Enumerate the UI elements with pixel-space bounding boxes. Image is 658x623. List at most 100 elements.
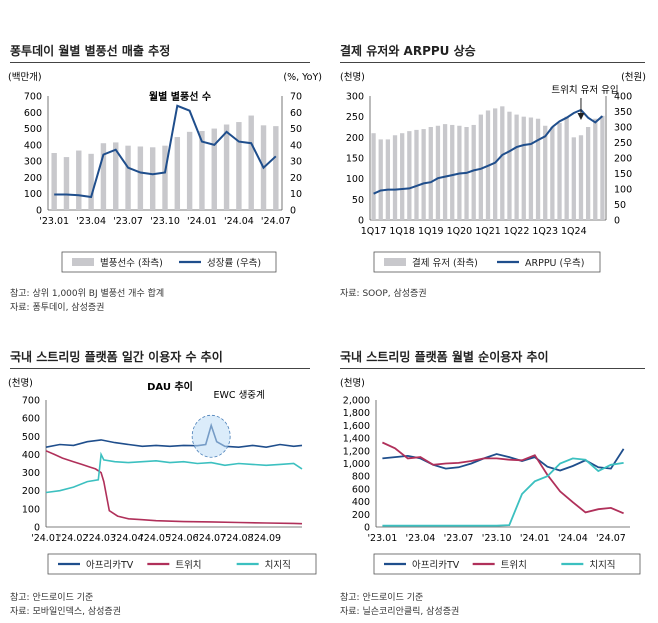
c4-ytick: 600 (352, 484, 370, 495)
c4-ytick: 0 (364, 523, 370, 534)
c1-xtick: '24.04 (224, 216, 254, 227)
c4-xtick: '23.04 (406, 533, 436, 544)
c3-line-1 (45, 450, 303, 525)
c1-ytick-left: 700 (24, 92, 42, 103)
c4-ytick: 2,000 (343, 396, 370, 407)
c2-bar (528, 117, 534, 220)
c3-ytick: 200 (22, 486, 40, 497)
chart4-note: 참고: 안드로이드 기준 (340, 593, 424, 603)
c2-xtick: 1Q18 (389, 226, 415, 237)
c2-bar (478, 114, 483, 220)
c3-xtick: '24.09 (251, 533, 281, 544)
c2-ytick-right: 50 (614, 200, 626, 211)
c2-ytick-right: 400 (614, 92, 632, 103)
c4-line-0 (382, 448, 625, 472)
c3-legend-label-0: 아프리카TV (86, 560, 134, 571)
c2-bar (400, 133, 405, 220)
chart1-rule (10, 62, 310, 63)
c2-bar (378, 139, 383, 220)
c1-bar (137, 146, 144, 210)
c2-bar (571, 137, 576, 220)
c2-ytick-left: 0 (358, 216, 364, 227)
c2-ytick-right: 350 (614, 107, 632, 118)
c2-bar (564, 116, 569, 220)
c1-bar (174, 137, 181, 210)
c1-xtick: '23.10 (150, 216, 180, 227)
c1-ytick-right: 60 (290, 108, 302, 119)
c2-bar (500, 106, 505, 220)
c2-xtick: 1Q24 (561, 226, 587, 237)
c1-ytick-left: 200 (24, 173, 42, 184)
c3-xtick: '24.06 (169, 533, 199, 544)
c2-xtick: 1Q17 (361, 226, 387, 237)
c2-xtick: 1Q22 (504, 226, 530, 237)
c1-ytick-left: 300 (24, 157, 42, 168)
c1-ytick-left: 600 (24, 108, 42, 119)
c2-ylabel-right: (천원) (621, 72, 646, 83)
c1-bar (113, 142, 119, 210)
c1-bar (63, 157, 70, 210)
c2-legend-box (373, 251, 601, 273)
c1-xtick: '24.07 (261, 216, 291, 227)
c3-annotation-circle (191, 414, 231, 458)
chart1-title: 퐁투데이 월별 별풍선 매출 추정 (10, 44, 171, 58)
c1-bar (149, 147, 156, 210)
c4-ytick: 1,000 (343, 459, 370, 470)
c2-bar (521, 116, 526, 220)
c2-ytick-left: 200 (346, 133, 364, 144)
c2-bar (371, 133, 376, 220)
chart2: (천명) (천원) 0 50 100 150 200 250 300 0 50 100 150 200 25… (340, 72, 646, 273)
chart3: (천명) DAU 추이0100200300400500600700'24.01'2… (8, 378, 317, 575)
c1-ytick-left: 100 (24, 189, 42, 200)
c2-bar (421, 129, 426, 220)
c1-ytick-left: 0 (36, 206, 42, 217)
c4-ylabel: (천명) (340, 378, 365, 389)
c4-legend-label-2: 치지직 (589, 559, 615, 571)
c3-xtick: '24.08 (224, 533, 254, 544)
c2-bar (557, 122, 562, 220)
c2-xtick: 1Q23 (532, 226, 558, 237)
chart4-rule (340, 368, 645, 369)
c2-ytick-left: 50 (352, 195, 364, 206)
c3-ytick: 400 (22, 450, 40, 461)
c2-bar (385, 139, 391, 220)
c3-ytick: 500 (22, 432, 40, 443)
c1-bar (186, 131, 193, 210)
c2-legend-label-1: ARPPU (우측) (525, 258, 584, 269)
c3-xtick: '24.02 (59, 533, 89, 544)
c1-inner-title: 월별 별풍선 수 (149, 90, 211, 103)
chart3-note: 참고: 안드로이드 기준 (10, 593, 94, 603)
c2-ytick-left: 300 (346, 92, 364, 103)
c1-ytick-right: 30 (290, 157, 302, 168)
c3-xtick: '24.01 (31, 533, 61, 544)
c3-inner-title: DAU 추이 (147, 380, 193, 393)
c2-ytick-right: 100 (614, 185, 632, 196)
c2-ytick-right: 0 (614, 216, 620, 227)
c3-line-2 (45, 451, 303, 494)
c2-bar (493, 108, 498, 220)
c1-bar (162, 145, 168, 210)
c1-legend-swatch-0 (72, 258, 94, 266)
c3-legend-box (47, 553, 317, 575)
c2-ytick-left: 250 (346, 112, 364, 123)
c2-bar (507, 111, 512, 220)
c1-legend-label-1: 성장률 (우측) (207, 258, 261, 269)
c1-legend-box (61, 251, 277, 273)
c3-ytick: 100 (22, 504, 40, 515)
c2-bar (585, 127, 591, 220)
c2-bar (435, 125, 441, 220)
chart3-rule (10, 368, 310, 369)
c2-annotation: 트위치 유저 유입 (551, 84, 618, 96)
c4-xtick: '23.01 (367, 533, 397, 544)
c2-bar (514, 114, 519, 220)
c4-line-2 (382, 457, 624, 527)
c2-bar (471, 124, 476, 220)
c1-xtick: '23.07 (113, 216, 143, 227)
c1-xtick: '24.01 (187, 216, 217, 227)
c1-ylabel-left: (백만개) (8, 72, 42, 83)
c1-bar (199, 131, 205, 210)
c2-bar (578, 135, 584, 220)
c2-bar (407, 131, 412, 220)
c3-annotation: EWC 생중계 (214, 389, 265, 401)
